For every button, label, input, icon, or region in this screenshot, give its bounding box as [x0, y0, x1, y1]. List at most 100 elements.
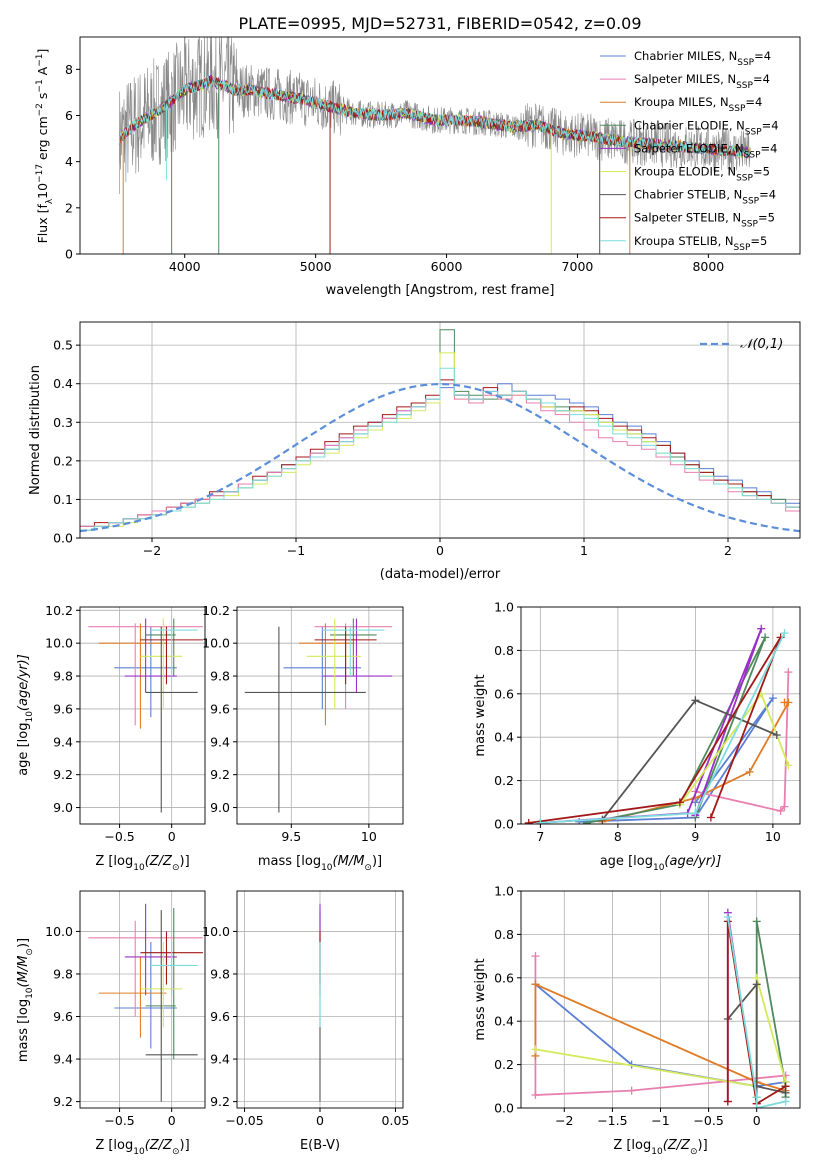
x-tick-label: 7000	[562, 259, 594, 274]
x-axis-label-part: mass [log	[258, 854, 321, 869]
legend-label: Kroupa ELODIE, NSSP=5	[634, 165, 770, 184]
panel-6: −0.05 0 0.05 9.2 9.4 9.6 9.8 10.0 E(B-V)	[202, 890, 410, 1153]
y-tick-label: 0.0	[53, 531, 73, 546]
weight-series	[726, 916, 786, 1108]
legend-label: Kroupa MILES, NSSP=4	[634, 95, 762, 114]
legend-label: Chabrier STELIB, NSSP=4	[634, 188, 776, 207]
x-axis-label: (data-model)/error	[380, 567, 501, 582]
y-axis-label-part: ⊙	[25, 948, 35, 956]
legend-label-part: SSP	[734, 243, 751, 253]
weight-series	[586, 636, 766, 824]
x-tick-label: −1	[651, 1113, 669, 1128]
x-axis-label-part: (age/yr)]	[664, 854, 721, 869]
x-axis-label-part: Z [log	[95, 854, 133, 869]
y-axis-label-part: (M/M	[16, 956, 31, 988]
legend-label-part: =4	[759, 188, 776, 202]
axes-frame	[236, 606, 404, 825]
panel-5: −0.5 09.29.49.69.810.0Z [log10(Z/Z⊙)]mass…	[16, 890, 206, 1157]
x-tick-label: −1	[287, 543, 305, 558]
x-tick-label: 7	[536, 829, 544, 844]
y-tick-label: 0.4	[494, 730, 514, 745]
legend-label-part: Chabrier MILES, N	[634, 49, 737, 63]
y-axis-label-part: (age/yr)]	[16, 654, 31, 711]
x-tick-label: −2	[555, 1113, 573, 1128]
y-axis-label-part: s	[35, 93, 50, 104]
y-axis-label: mass [log10(M/M⊙)]	[16, 938, 35, 1062]
y-tick-label: 9.2	[53, 1094, 73, 1109]
x-axis-label-part: (M/M	[333, 854, 365, 869]
y-tick-label: 9.8	[53, 669, 73, 684]
x-tick-label: 0	[436, 543, 444, 558]
x-axis-label: mass [log10(M/M⊙)]	[258, 854, 382, 873]
y-axis-label-part: −1	[35, 79, 45, 92]
y-tick-label: 9.8	[53, 966, 73, 981]
y-tick-label: 9.2	[210, 1094, 230, 1109]
x-tick-label: 10	[765, 829, 781, 844]
x-tick-label: 9.5	[281, 829, 301, 844]
y-tick-label: 9.0	[210, 800, 230, 815]
x-axis-label-part: Z [log	[613, 1138, 651, 1153]
legend-label-part: Salpeter ELODIE, N	[634, 141, 744, 155]
x-axis-label-part: )]	[372, 854, 382, 869]
y-tick-label: 9.8	[210, 966, 230, 981]
y-axis-label-part: −2	[35, 103, 45, 116]
legend-label-part: SSP	[736, 174, 753, 184]
plot-area	[88, 618, 203, 813]
legend-label-part: Kroupa MILES, N	[634, 95, 729, 109]
x-tick-label: −1.5	[597, 1113, 627, 1128]
model-spectrum	[118, 75, 751, 157]
y-tick-label: 1.0	[494, 600, 514, 615]
x-tick-label: 4000	[169, 259, 201, 274]
x-axis-label-part: 10	[651, 1147, 663, 1157]
x-axis-label-part: age [log	[600, 854, 653, 869]
x-axis-label: wavelength [Angstrom, rest frame]	[326, 283, 555, 298]
x-axis-label-part: Z [log	[95, 1138, 133, 1153]
x-axis-label: Z [log10(Z/Z⊙)]	[95, 854, 189, 873]
y-tick-label: 6	[65, 108, 73, 123]
legend-label-part: SSP	[742, 197, 759, 207]
x-axis-label-part: )]	[180, 1138, 190, 1153]
legend-label-part: =5	[753, 165, 770, 179]
y-axis-label-part: 10	[25, 711, 35, 723]
legend-label: Salpeter ELODIE, NSSP=4	[634, 141, 777, 160]
gaussian-curve	[80, 382, 800, 533]
legend-label: 𝒩(0,1)	[740, 337, 783, 352]
legend-label-part: SSP	[745, 127, 762, 137]
legend-label-part: Salpeter STELIB, N	[634, 211, 741, 225]
y-tick-label: 0.4	[494, 1014, 514, 1029]
x-axis-label-part: )]	[180, 854, 190, 869]
x-axis-label: E(B-V)	[300, 1138, 340, 1153]
legend-label: Chabrier ELODIE, NSSP=4	[634, 118, 779, 137]
weight-series	[695, 672, 790, 812]
legend-label-part: =4	[762, 118, 779, 132]
legend-label-part: SSP	[737, 58, 754, 68]
x-axis-label-part: )]	[698, 1138, 708, 1153]
x-tick-label: −0.5	[104, 1113, 134, 1128]
axes-frame	[520, 606, 801, 825]
y-axis-label-part: )]	[16, 938, 31, 948]
legend-label-part: SSP	[736, 81, 753, 91]
y-tick-label: 10.0	[202, 636, 230, 651]
x-axis-label-part: 10	[653, 863, 665, 873]
y-tick-label: 0.0	[494, 817, 514, 832]
x-tick-label: 0.05	[382, 1113, 410, 1128]
y-tick-label: 0.5	[53, 338, 73, 353]
plot-area	[88, 903, 203, 1102]
legend-label-part: SSP	[729, 104, 746, 114]
y-axis-label-part: A	[35, 66, 50, 79]
plot-area	[80, 329, 800, 533]
axes-frame	[79, 606, 206, 825]
y-axis-label-part: Flux [f	[35, 204, 50, 244]
legend-label-part: =4	[745, 95, 762, 109]
x-tick-label: 0	[753, 1113, 761, 1128]
y-tick-label: 9.6	[210, 1009, 230, 1024]
y-axis-label-part: erg cm	[35, 116, 50, 164]
weight-series	[534, 982, 786, 1092]
y-tick-label: 9.6	[53, 1009, 73, 1024]
weight-series	[601, 699, 778, 821]
x-axis-label: age [log10(age/yr)]	[600, 854, 722, 873]
y-tick-label: 10.2	[202, 603, 230, 618]
y-axis-label-part: 10	[25, 987, 35, 999]
y-tick-label: 1.0	[494, 884, 514, 899]
